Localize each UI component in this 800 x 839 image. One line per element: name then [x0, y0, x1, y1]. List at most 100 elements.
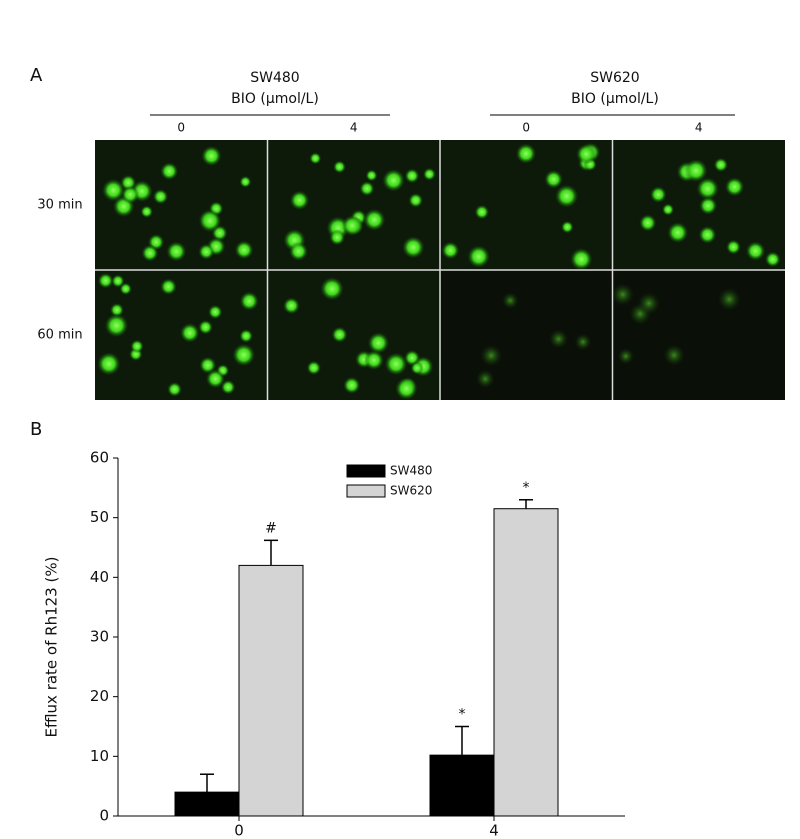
y-tick-label: 30	[90, 628, 109, 646]
cell	[232, 343, 256, 367]
cell	[544, 169, 563, 189]
cell	[696, 177, 720, 200]
cell	[684, 158, 708, 183]
bar	[174, 791, 240, 817]
cell	[548, 329, 569, 349]
cell	[331, 326, 348, 343]
cell	[713, 157, 729, 173]
cell	[639, 214, 657, 232]
cell	[198, 243, 215, 260]
cell	[570, 247, 593, 271]
cell	[637, 291, 661, 315]
cell	[199, 356, 217, 374]
cell	[474, 204, 490, 220]
cell	[382, 168, 406, 192]
legend-label: SW480	[390, 464, 432, 478]
x-tick-label: 0	[234, 822, 244, 839]
panel-label: A	[30, 65, 43, 86]
micrograph	[612, 270, 785, 400]
cell	[121, 185, 140, 204]
cell	[617, 347, 635, 365]
cell	[611, 282, 635, 307]
cell	[306, 360, 322, 376]
cell	[341, 215, 363, 237]
cell	[576, 143, 597, 165]
y-tick-label: 10	[90, 747, 109, 765]
cell	[661, 203, 675, 216]
cell	[363, 208, 386, 231]
cell	[329, 229, 346, 246]
cell	[333, 160, 347, 174]
cell	[160, 278, 177, 296]
dose-label: 4	[350, 121, 358, 135]
cell	[140, 205, 154, 219]
cell	[166, 241, 187, 262]
cell	[239, 291, 259, 311]
cell	[201, 145, 222, 167]
cell	[422, 167, 436, 181]
legend-swatch	[346, 484, 386, 498]
cell	[402, 236, 425, 259]
cell	[104, 313, 129, 338]
cell	[725, 239, 741, 255]
cell	[384, 352, 408, 376]
cell	[467, 245, 491, 268]
cell	[515, 143, 537, 164]
panel-label: B	[30, 419, 42, 440]
cell	[501, 292, 519, 310]
cell	[309, 152, 322, 165]
dose-label: 0	[177, 121, 185, 135]
cell	[97, 352, 121, 376]
significance-marker: *	[523, 480, 530, 496]
cell	[179, 322, 200, 343]
cell	[441, 241, 460, 260]
cell	[561, 220, 574, 234]
cell	[480, 344, 503, 367]
cell	[234, 240, 254, 260]
cell	[130, 339, 144, 354]
cell	[239, 329, 254, 343]
cell	[97, 272, 114, 289]
cell	[320, 276, 344, 301]
cell	[111, 274, 125, 288]
cell	[364, 350, 384, 371]
cell	[367, 332, 390, 354]
cell	[764, 251, 781, 268]
cell	[699, 196, 718, 215]
cell	[554, 184, 579, 208]
row-label: 60 min	[37, 328, 82, 343]
y-tick-label: 40	[90, 568, 109, 586]
micrographs: SW480 BIO (μmol/L) 0 4 SW620 BIO (μmol/L) 0 4 30…	[37, 70, 785, 401]
cell	[667, 222, 689, 244]
dose-label: 0	[522, 121, 530, 135]
cell	[365, 169, 378, 182]
cell	[152, 188, 169, 205]
bar	[493, 508, 559, 817]
cell	[205, 369, 226, 389]
legend-swatch	[346, 464, 386, 478]
y-tick-label: 50	[90, 508, 109, 526]
legend-label: SW620	[390, 484, 432, 498]
cell	[745, 241, 766, 261]
bar	[238, 564, 304, 817]
cell	[649, 186, 667, 203]
group-name: SW480	[250, 70, 299, 86]
cell	[289, 190, 310, 211]
cell	[359, 181, 375, 197]
cell	[395, 377, 418, 401]
cell	[282, 297, 300, 315]
cell	[208, 304, 223, 320]
treatment: BIO (μmol/L)	[231, 91, 319, 107]
cell	[109, 302, 124, 318]
bar	[429, 754, 495, 817]
dose-label: 4	[695, 121, 703, 135]
cell	[724, 177, 745, 197]
cell	[717, 287, 741, 311]
row-label: 30 min	[37, 198, 82, 213]
cell	[239, 175, 252, 188]
cell	[101, 178, 125, 202]
significance-marker: #	[265, 520, 277, 536]
cell	[698, 225, 717, 244]
cell	[343, 376, 361, 394]
cell	[141, 244, 159, 262]
